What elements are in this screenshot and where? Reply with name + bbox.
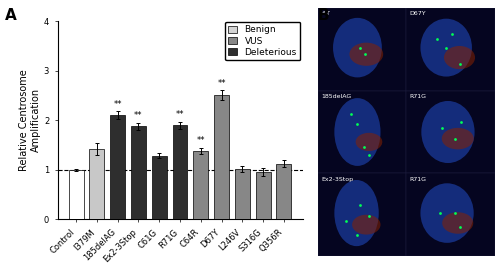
Text: WT: WT (321, 11, 331, 16)
Bar (235, 169, 250, 219)
Bar (256, 172, 270, 219)
Bar (406, 8, 495, 91)
Ellipse shape (420, 183, 474, 243)
Text: R71G: R71G (410, 94, 427, 99)
Legend: Benign, VUS, Deleterious: Benign, VUS, Deleterious (224, 22, 300, 60)
Bar (110, 115, 125, 219)
Text: **: ** (134, 111, 142, 120)
Text: A: A (5, 8, 17, 23)
Bar (172, 125, 188, 219)
Bar (152, 156, 166, 219)
Ellipse shape (334, 98, 380, 166)
Text: R71G: R71G (410, 177, 427, 182)
Bar (276, 164, 291, 219)
Bar (406, 173, 495, 256)
Text: **: ** (176, 110, 184, 119)
Ellipse shape (442, 212, 474, 234)
Bar (68, 169, 84, 219)
Ellipse shape (420, 19, 472, 77)
Ellipse shape (444, 46, 475, 69)
Bar (406, 91, 495, 173)
Ellipse shape (442, 128, 474, 149)
Ellipse shape (333, 18, 382, 77)
Text: **: ** (196, 136, 205, 145)
Bar (318, 8, 406, 91)
Text: **: ** (218, 79, 226, 88)
Y-axis label: Relative Centrosome
Amplification: Relative Centrosome Amplification (20, 69, 41, 171)
Ellipse shape (352, 215, 380, 235)
Bar (90, 149, 104, 219)
Ellipse shape (350, 43, 383, 66)
Text: 185delAG: 185delAG (321, 94, 352, 99)
Bar (318, 91, 406, 173)
Text: Ex2-3Stop: Ex2-3Stop (321, 177, 353, 182)
Bar (214, 95, 229, 219)
Bar (318, 173, 406, 256)
Text: D67Y: D67Y (410, 11, 426, 16)
Bar (194, 151, 208, 219)
Bar (131, 126, 146, 219)
Text: **: ** (114, 100, 122, 109)
Ellipse shape (422, 101, 474, 163)
Ellipse shape (356, 133, 382, 151)
Text: B: B (318, 8, 329, 23)
Ellipse shape (334, 180, 378, 246)
